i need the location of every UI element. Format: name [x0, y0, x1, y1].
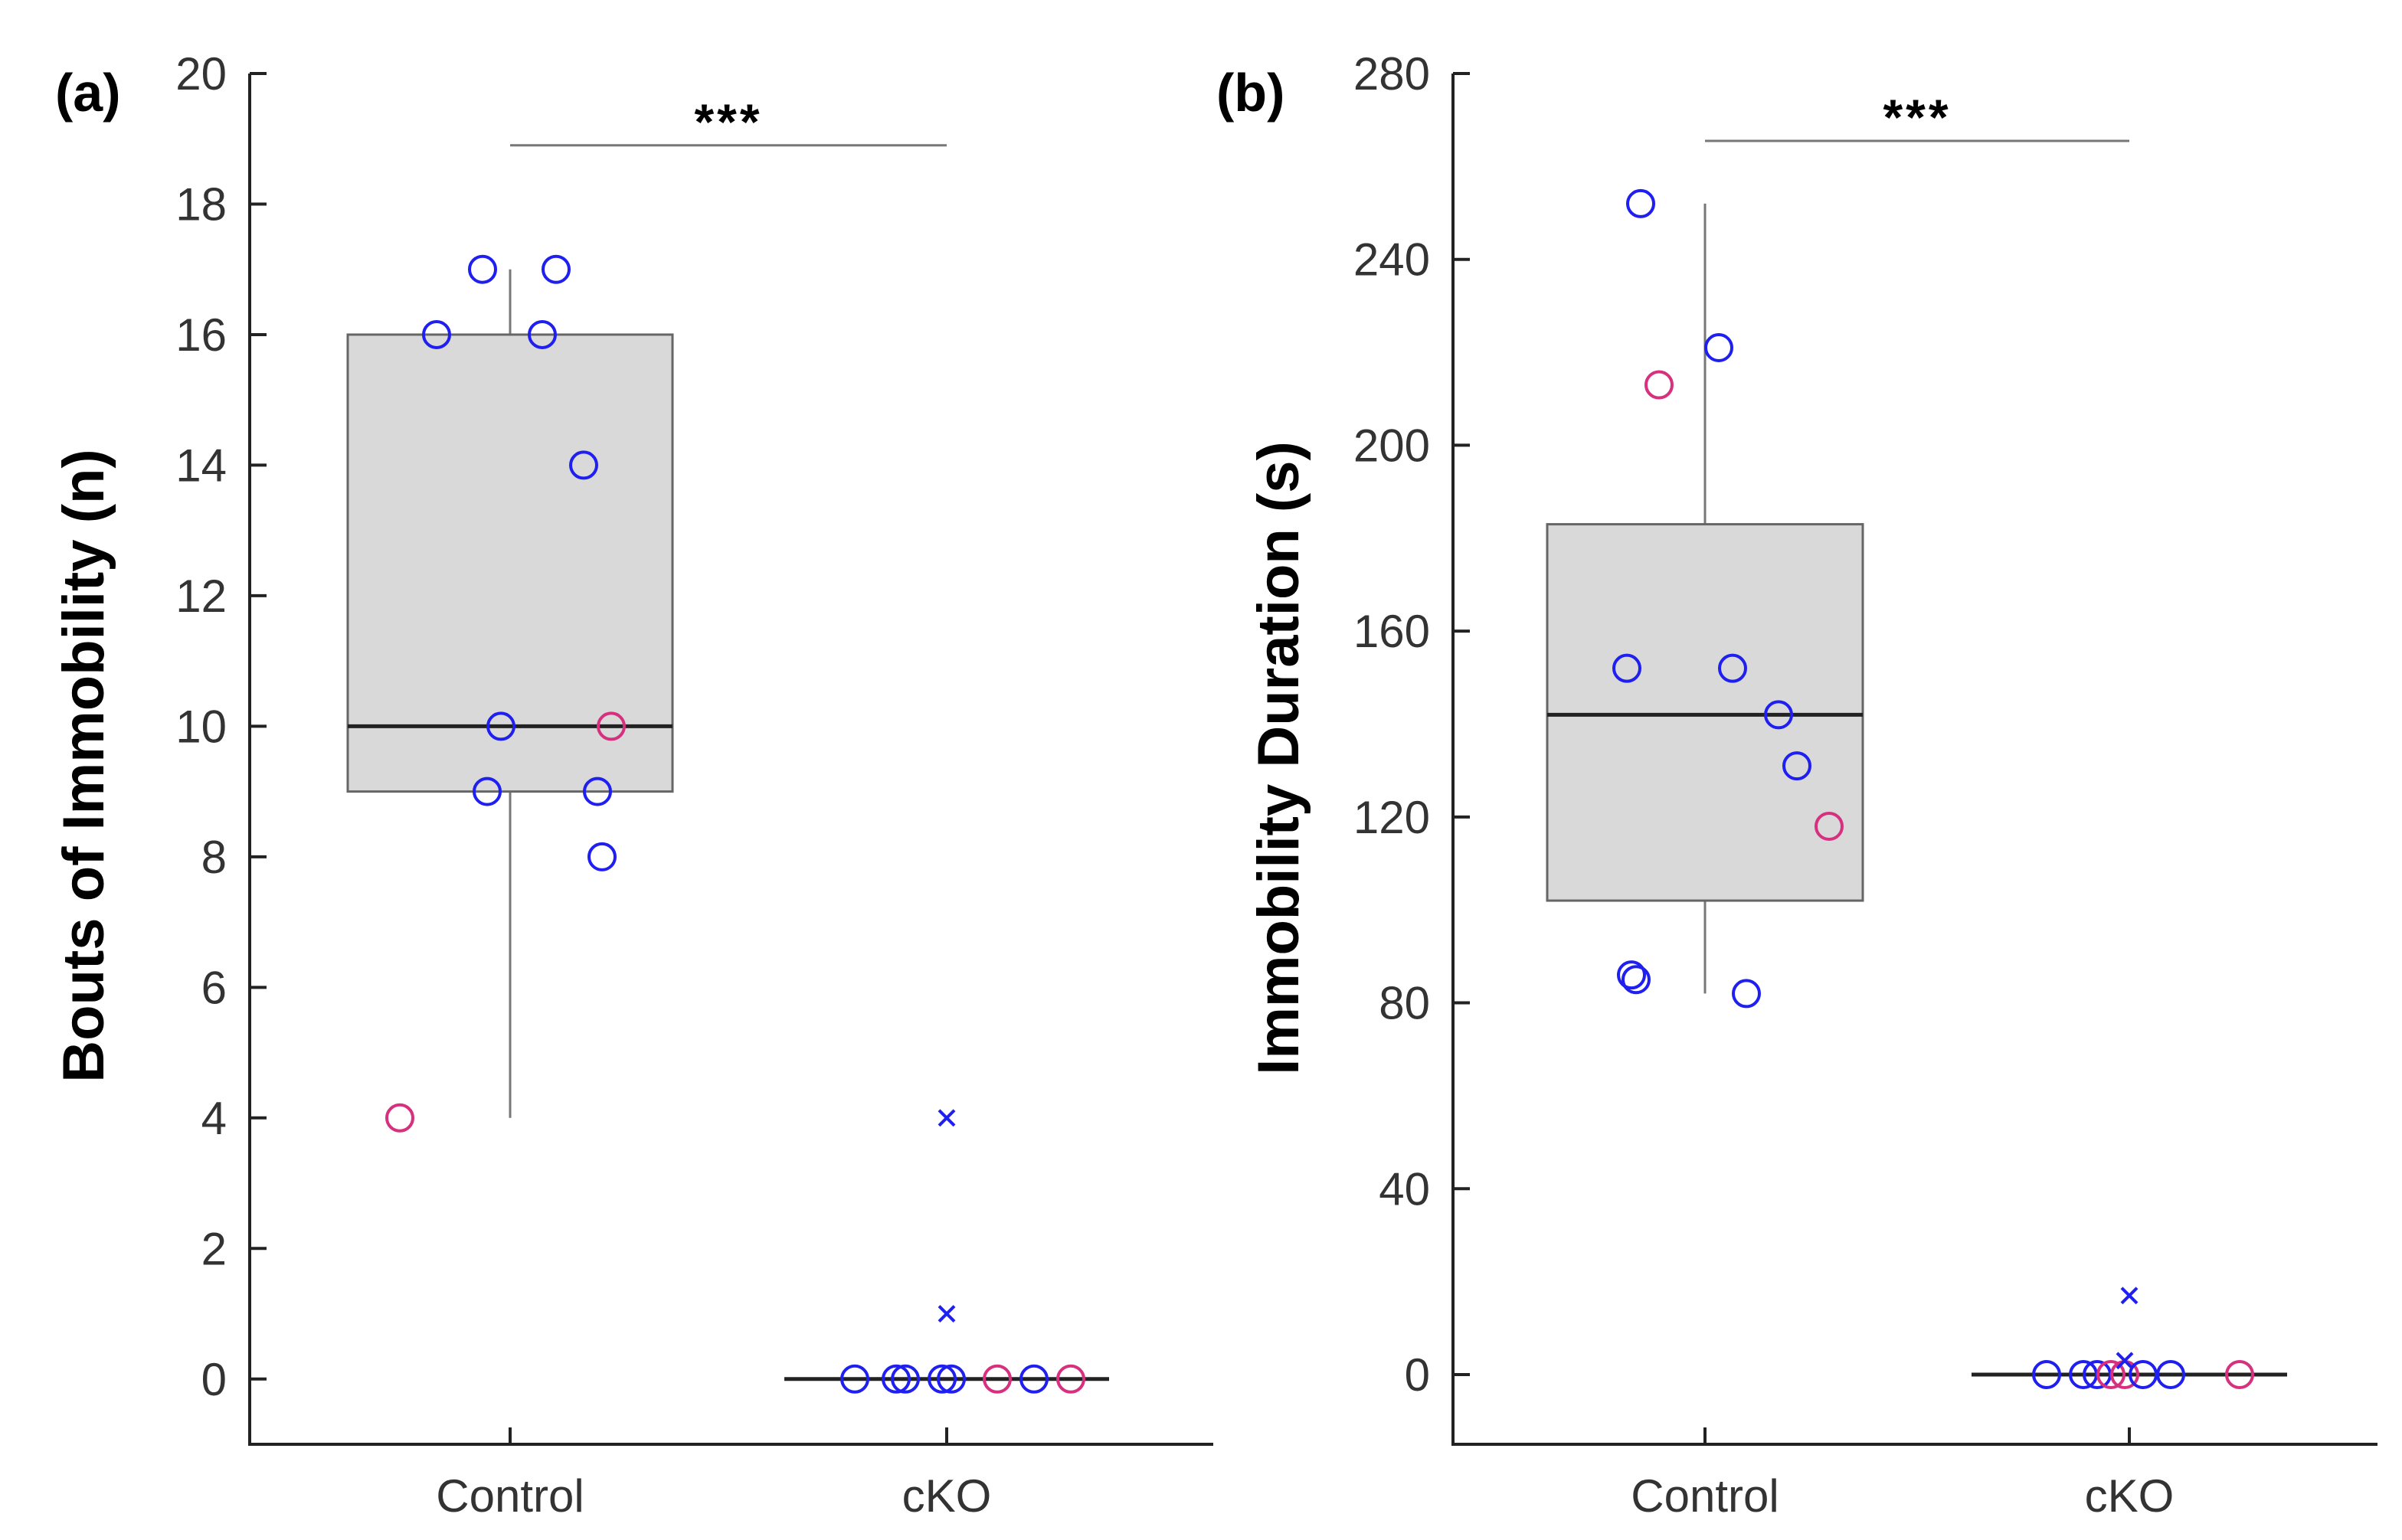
- panel-b-plot-area: 0 40 80 120 160 200 240 280 Control cKO ***: [1353, 48, 2377, 1522]
- panel-a-y-tick-label: 4: [201, 1093, 227, 1144]
- panel-a-data-point: [583, 777, 612, 806]
- panel-a-outlier-marker: [938, 1305, 956, 1323]
- panel-b-x-tick-label-cko: cKO: [2085, 1470, 2175, 1522]
- panel-b-y-tick-label: 200: [1353, 420, 1430, 471]
- panel-a-y-tick-label: 8: [201, 832, 227, 883]
- panel-a-y-axis-label: Bouts of Immobility (n): [51, 449, 116, 1082]
- panel-b-data-point: [1704, 333, 1733, 362]
- panel-a-significance-label: ***: [694, 93, 762, 150]
- panel-a-y-tick-label: 16: [175, 309, 227, 361]
- panel-a-y-tick-label: 18: [175, 178, 227, 230]
- panel-a-data-point: [569, 450, 598, 480]
- x-stroke: [938, 1305, 956, 1323]
- panel-a-data-point: [385, 1103, 414, 1133]
- panel-a-data-point: [840, 1364, 869, 1394]
- x-stroke: [2116, 1352, 2134, 1370]
- panel-b-data-point: [1764, 700, 1793, 730]
- panel-b-data-point: [1815, 811, 1844, 841]
- panel-a-y-tick-label: 6: [201, 962, 227, 1013]
- panel-b-data-point: [1644, 370, 1674, 400]
- panel-a-y-tick-label: 14: [175, 440, 227, 491]
- x-stroke: [2120, 1287, 2139, 1305]
- x-stroke: [938, 1109, 956, 1127]
- panel-b-box-control: [1546, 523, 1864, 902]
- panel-a-label: (a): [55, 63, 121, 123]
- panel-a-data-point: [1019, 1364, 1049, 1394]
- panel-b-data-point: [2096, 1359, 2125, 1389]
- panel-a-data-point: [1056, 1364, 1085, 1394]
- panel-a-data-point: [473, 777, 502, 806]
- panel-a-data-point: [928, 1364, 957, 1394]
- panel-a-y-tick-label: 12: [175, 571, 227, 622]
- panel-b-data-point: [1617, 960, 1646, 990]
- panel-b-data-point: [1732, 979, 1761, 1009]
- panel-b-y-tick-label: 40: [1379, 1163, 1430, 1215]
- panel-a-y-tick-label: 0: [201, 1354, 227, 1405]
- panel-b-data-point: [1622, 965, 1651, 995]
- panel-a-data-point: [983, 1364, 1012, 1394]
- panel-b-y-tick-label: 160: [1353, 606, 1430, 657]
- panel-b-data-point: [1612, 653, 1641, 683]
- panel-b-y-tick-label: 280: [1353, 48, 1430, 100]
- panel-b-y-tick-label: 120: [1353, 792, 1430, 843]
- panel-b-data-point: [1782, 751, 1811, 781]
- panel-b-outlier-marker: [2120, 1287, 2139, 1305]
- panel-a-x-tick-label-cko: cKO: [902, 1470, 992, 1522]
- panel-a: (a) Bouts of Immobility (n) 0 2 4 6 8 10 12 14 1…: [51, 48, 1213, 1522]
- panel-b-outlier-marker: [2116, 1352, 2134, 1370]
- panel-b-data-point: [2225, 1359, 2254, 1389]
- panel-a-y-tick-label: 2: [201, 1223, 227, 1274]
- panel-a-data-point: [486, 711, 515, 741]
- panel-a-data-point: [882, 1364, 911, 1394]
- panel-b-y-axis-label: Immobility Duration (s): [1246, 441, 1311, 1075]
- panel-a-data-point: [422, 319, 451, 349]
- panel-a-data-point: [468, 254, 497, 284]
- panel-b-data-point: [2156, 1359, 2185, 1389]
- panel-b-significance-label: ***: [1883, 89, 1951, 145]
- panel-b: (b) Immobility Duration (s) 0 40 80 120 160 2…: [1216, 48, 2377, 1522]
- panel-a-data-point: [542, 254, 571, 284]
- panel-b-y-tick-label: 0: [1405, 1349, 1430, 1401]
- panel-a-plot-area: 0 2 4 6 8 10 12 14 16 18 20 Control cKO ***: [175, 48, 1213, 1522]
- panel-b-data-point: [1626, 188, 1655, 218]
- panel-b-data-point: [2032, 1359, 2061, 1389]
- panel-a-data-point: [937, 1364, 966, 1394]
- panel-a-data-point: [587, 842, 617, 871]
- panel-a-data-point: [597, 711, 626, 741]
- panel-a-x-tick-label-control: Control: [436, 1470, 584, 1522]
- panel-a-data-point: [891, 1364, 920, 1394]
- panel-a-y-tick-label: 20: [175, 48, 227, 100]
- panel-a-data-point: [528, 319, 557, 349]
- panel-b-data-point: [1718, 653, 1747, 683]
- panel-a-outlier-marker: [938, 1109, 956, 1127]
- panel-a-y-tick-label: 10: [175, 701, 227, 752]
- panel-b-y-tick-label: 240: [1353, 234, 1430, 286]
- panel-b-x-tick-label-control: Control: [1631, 1470, 1779, 1522]
- panel-b-y-tick-label: 80: [1379, 978, 1430, 1029]
- panel-b-label: (b): [1216, 63, 1284, 123]
